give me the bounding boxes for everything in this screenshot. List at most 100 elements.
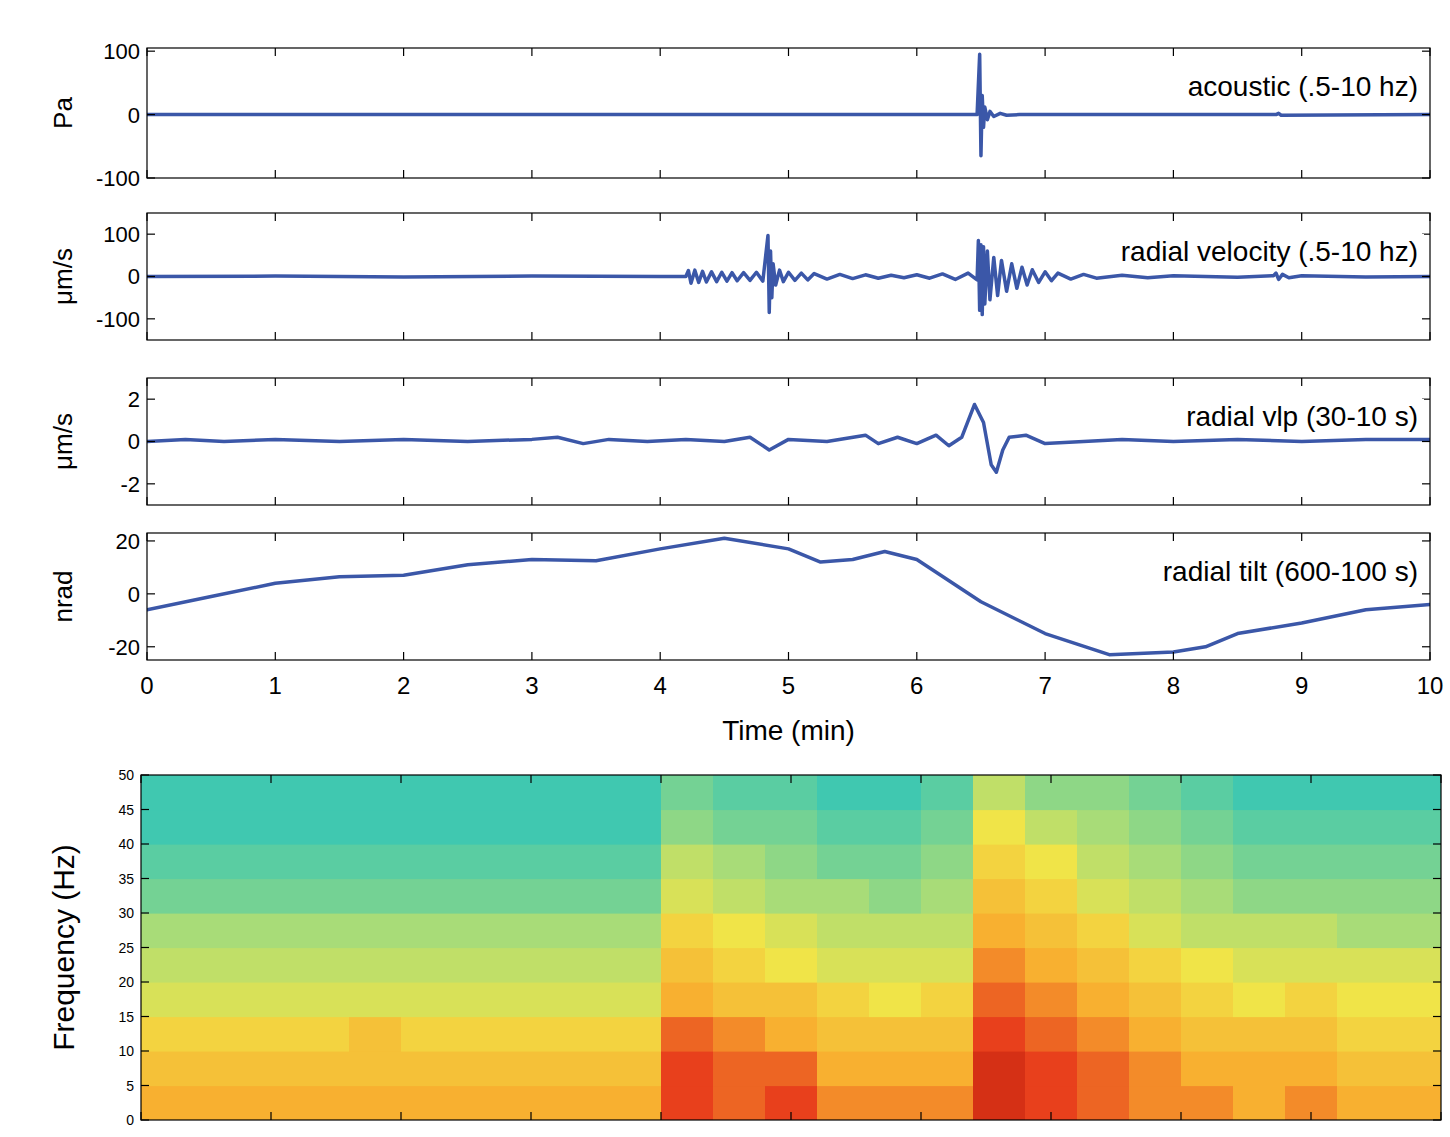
heat-cell <box>1129 879 1182 914</box>
heat-cell <box>141 810 194 845</box>
y-axis-title: Frequency (Hz) <box>47 844 80 1051</box>
panel: 012345678910-20020nradTime (min)radial t… <box>48 529 1443 746</box>
x-tick <box>1044 332 1045 340</box>
heat-cell <box>973 1086 1026 1121</box>
heat-cell <box>557 879 610 914</box>
y-tick <box>147 114 155 115</box>
y-tick <box>147 441 155 442</box>
heat-cell <box>505 913 558 948</box>
heat-cell <box>661 879 714 914</box>
heat-cell <box>401 810 454 845</box>
y-tick <box>1433 981 1441 982</box>
heat-cell <box>1025 948 1078 983</box>
x-tick <box>531 497 532 505</box>
heat-cell <box>193 1017 246 1052</box>
plot-frame <box>141 775 1441 1120</box>
x-tick <box>531 213 532 221</box>
x-tick <box>660 652 661 660</box>
heat-cell <box>349 810 402 845</box>
heat-cell <box>141 879 194 914</box>
heat-cell <box>557 982 610 1017</box>
heat-cell <box>661 844 714 879</box>
heat-cell <box>505 1051 558 1086</box>
heat-cell <box>557 913 610 948</box>
x-tick <box>1044 497 1045 505</box>
heat-cell <box>661 1017 714 1052</box>
heat-cell <box>713 844 766 879</box>
y-tick-label: 45 <box>118 802 134 818</box>
x-tick <box>531 533 532 541</box>
heat-cell <box>193 948 246 983</box>
heat-cell <box>1337 775 1390 810</box>
heat-cell <box>505 948 558 983</box>
x-tick-label: 3 <box>525 672 538 699</box>
heat-cell <box>1129 1017 1182 1052</box>
heat-cell <box>921 810 974 845</box>
heat-cell <box>401 982 454 1017</box>
y-axis-title: μm/s <box>48 248 78 305</box>
y-tick-label: -2 <box>120 472 140 497</box>
heat-cell <box>609 844 662 879</box>
heat-cell <box>921 1086 974 1121</box>
x-tick <box>1173 48 1174 56</box>
heat-cell <box>1025 913 1078 948</box>
plot-frame <box>147 378 1430 505</box>
heat-cell <box>141 1017 194 1052</box>
heat-cell <box>193 982 246 1017</box>
heat-cell <box>921 982 974 1017</box>
heat-cell <box>1389 1017 1441 1052</box>
heat-cell <box>1129 913 1182 948</box>
heat-cell <box>349 913 402 948</box>
heat-cell <box>1285 844 1338 879</box>
legend-label: radial tilt (600-100 s) <box>1163 556 1418 587</box>
heat-cell <box>1337 844 1390 879</box>
y-tick-label: 30 <box>118 905 134 921</box>
x-tick <box>660 378 661 386</box>
heat-cell <box>1077 1051 1130 1086</box>
heat-cell <box>1129 775 1182 810</box>
heat-cell <box>1337 913 1390 948</box>
heat-cell <box>193 844 246 879</box>
heat-cell <box>713 775 766 810</box>
y-tick <box>1422 177 1430 178</box>
heat-cell <box>1233 1017 1286 1052</box>
heat-cell <box>609 810 662 845</box>
heat-cell <box>973 879 1026 914</box>
heat-cell <box>1389 844 1441 879</box>
heat-cell <box>349 1017 402 1052</box>
y-tick-label: 20 <box>116 529 140 554</box>
plot-area <box>141 775 1441 1120</box>
heat-cell <box>661 948 714 983</box>
heat-cell <box>713 1051 766 1086</box>
x-tick-label: 7 <box>1038 672 1051 699</box>
heat-cell <box>713 810 766 845</box>
heat-cell <box>1077 982 1130 1017</box>
y-tick <box>141 1050 149 1051</box>
x-tick <box>1044 652 1045 660</box>
x-tick <box>140 775 141 783</box>
x-tick <box>531 48 532 56</box>
heat-cell <box>973 775 1026 810</box>
heat-cell <box>505 810 558 845</box>
x-tick-label: 4 <box>654 672 667 699</box>
x-tick <box>275 652 276 660</box>
y-tick-label: 0 <box>128 103 140 128</box>
x-tick-label: 9 <box>1295 672 1308 699</box>
heat-cell <box>245 913 298 948</box>
x-tick <box>1173 533 1174 541</box>
heat-cell <box>349 1086 402 1121</box>
x-tick <box>400 775 401 783</box>
x-tick <box>660 775 661 783</box>
x-tick <box>1044 213 1045 221</box>
heat-cell <box>557 775 610 810</box>
heat-cell <box>817 913 870 948</box>
x-tick <box>270 775 271 783</box>
x-tick <box>275 378 276 386</box>
x-tick <box>1180 1112 1181 1120</box>
heat-cell <box>297 1086 350 1121</box>
legend-background <box>1182 69 1424 104</box>
heat-cell <box>245 1086 298 1121</box>
heat-cell <box>973 1017 1026 1052</box>
x-tick <box>403 497 404 505</box>
heat-cell <box>453 1017 506 1052</box>
